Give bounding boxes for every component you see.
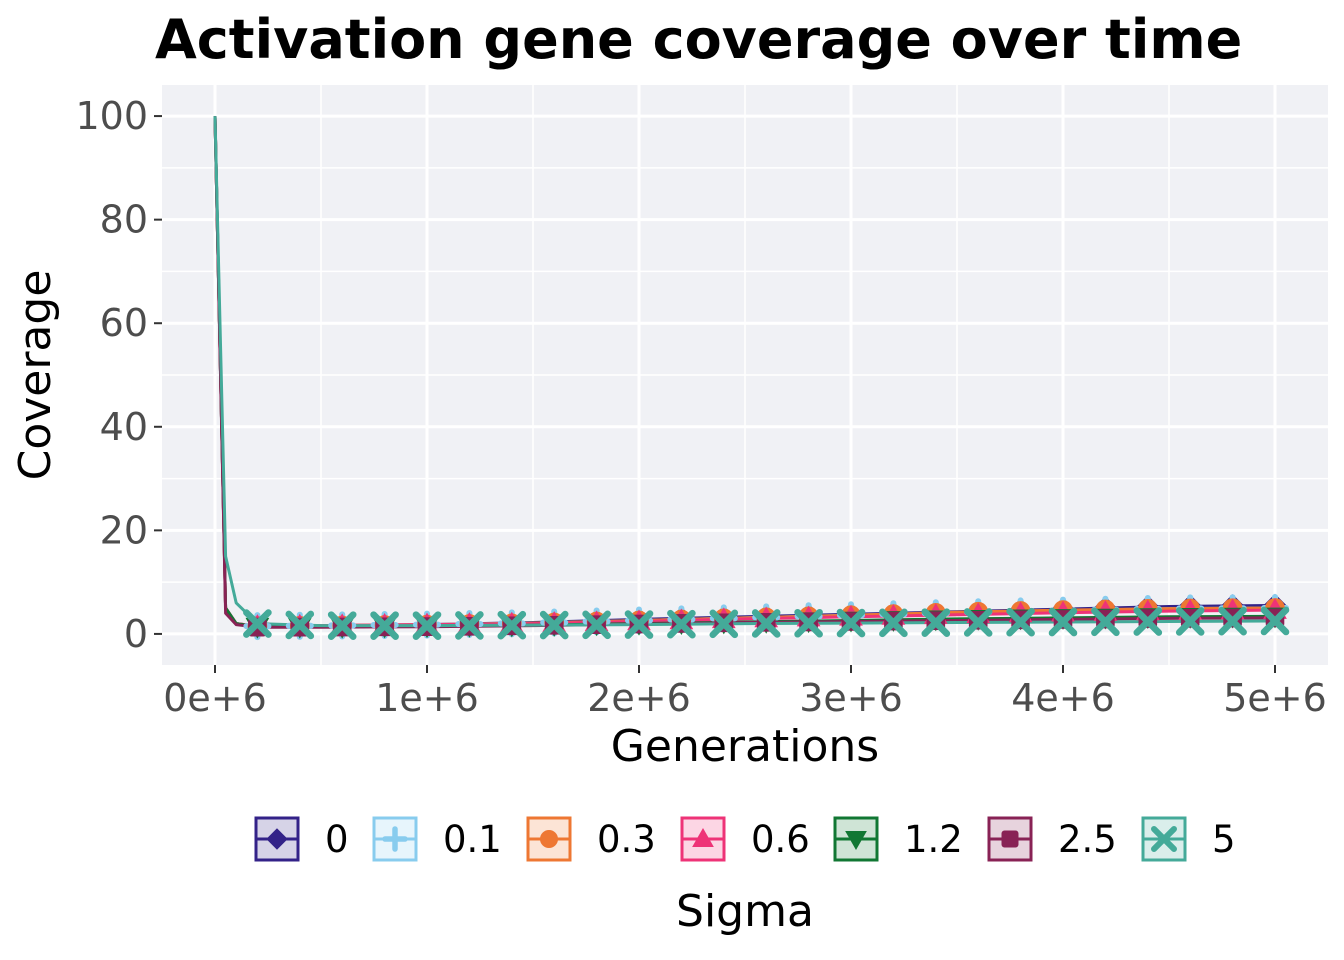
y-tick-label: 20 <box>100 508 148 552</box>
legend-marker-icon <box>1001 830 1019 848</box>
legend-marker-icon <box>382 826 408 852</box>
legend-label: 0 <box>325 818 349 861</box>
legend-label: 0.1 <box>443 818 502 861</box>
chart-title: Activation gene coverage over time <box>155 8 1242 71</box>
legend-marker-icon <box>540 830 558 848</box>
legend-label: 1.2 <box>904 818 963 861</box>
legend-marker-icon <box>692 827 714 847</box>
legend-key-0_3: 0.3 <box>526 816 656 862</box>
data-point-5 <box>1175 607 1205 636</box>
legend-label: 0.3 <box>597 818 656 861</box>
legend-key-0_6: 0.6 <box>680 816 810 862</box>
data-point-5 <box>497 610 527 640</box>
legend-title: Sigma <box>676 886 814 937</box>
legend-key-2_5: 2.5 <box>987 816 1117 862</box>
data-point-5 <box>285 610 315 640</box>
series-line-5 <box>213 116 1276 628</box>
y-tick-label: 80 <box>100 198 148 242</box>
data-point-5 <box>539 610 569 640</box>
legend: Sigma 0 0.1 0.3 0.6 1.2 2.5 5 <box>254 816 1236 937</box>
x-tick-label: 1e+6 <box>375 676 479 720</box>
legend-key-0_1: 0.1 <box>372 816 502 862</box>
data-point-5 <box>370 611 399 640</box>
data-point-5 <box>921 608 951 637</box>
marker-group <box>243 593 1290 641</box>
legend-label: 2.5 <box>1058 818 1117 861</box>
data-point-5 <box>879 608 908 638</box>
y-tick-label: 40 <box>100 405 148 449</box>
data-point-5 <box>1006 607 1035 637</box>
data-point-5 <box>624 610 654 639</box>
legend-marker-icon <box>266 828 288 850</box>
legend-key-0: 0 <box>254 816 349 862</box>
data-point-5 <box>455 611 484 640</box>
legend-marker-icon <box>1151 826 1177 852</box>
x-tick-label: 4e+6 <box>1011 676 1115 720</box>
y-axis: 0 20 40 60 80 100 <box>75 94 162 656</box>
x-axis: 0e+6 1e+6 2e+6 3e+6 4e+6 5e+6 <box>163 665 1327 720</box>
data-point-5 <box>836 608 866 638</box>
data-point-5 <box>1218 606 1247 636</box>
data-point-5 <box>243 609 272 638</box>
x-tick-label: 3e+6 <box>799 676 903 720</box>
data-point-5 <box>709 609 739 639</box>
x-tick-label: 2e+6 <box>587 676 691 720</box>
data-point-5 <box>1091 607 1120 637</box>
data-point-5 <box>327 611 357 640</box>
legend-marker-icon <box>845 831 867 851</box>
x-tick-label: 5e+6 <box>1223 676 1327 720</box>
legend-key-5: 5 <box>1141 816 1236 862</box>
legend-key-1_2: 1.2 <box>833 816 963 862</box>
data-point-5 <box>582 610 611 640</box>
data-point-5 <box>751 609 781 638</box>
data-point-5 <box>667 609 696 639</box>
y-axis-title: Coverage <box>10 270 61 481</box>
data-point-5 <box>1133 607 1163 636</box>
x-axis-title: Generations <box>611 721 879 772</box>
data-point-5 <box>412 611 442 640</box>
data-point-5 <box>963 608 993 637</box>
x-tick-label: 0e+6 <box>163 676 267 720</box>
data-point-5 <box>1260 606 1290 636</box>
data-point-5 <box>1048 607 1078 637</box>
legend-label: 5 <box>1212 818 1236 861</box>
y-tick-label: 0 <box>124 612 148 656</box>
legend-label: 0.6 <box>751 818 810 861</box>
y-tick-label: 100 <box>75 94 148 138</box>
data-point-5 <box>794 608 823 638</box>
plot-panel <box>162 85 1328 665</box>
y-tick-label: 60 <box>100 301 148 345</box>
